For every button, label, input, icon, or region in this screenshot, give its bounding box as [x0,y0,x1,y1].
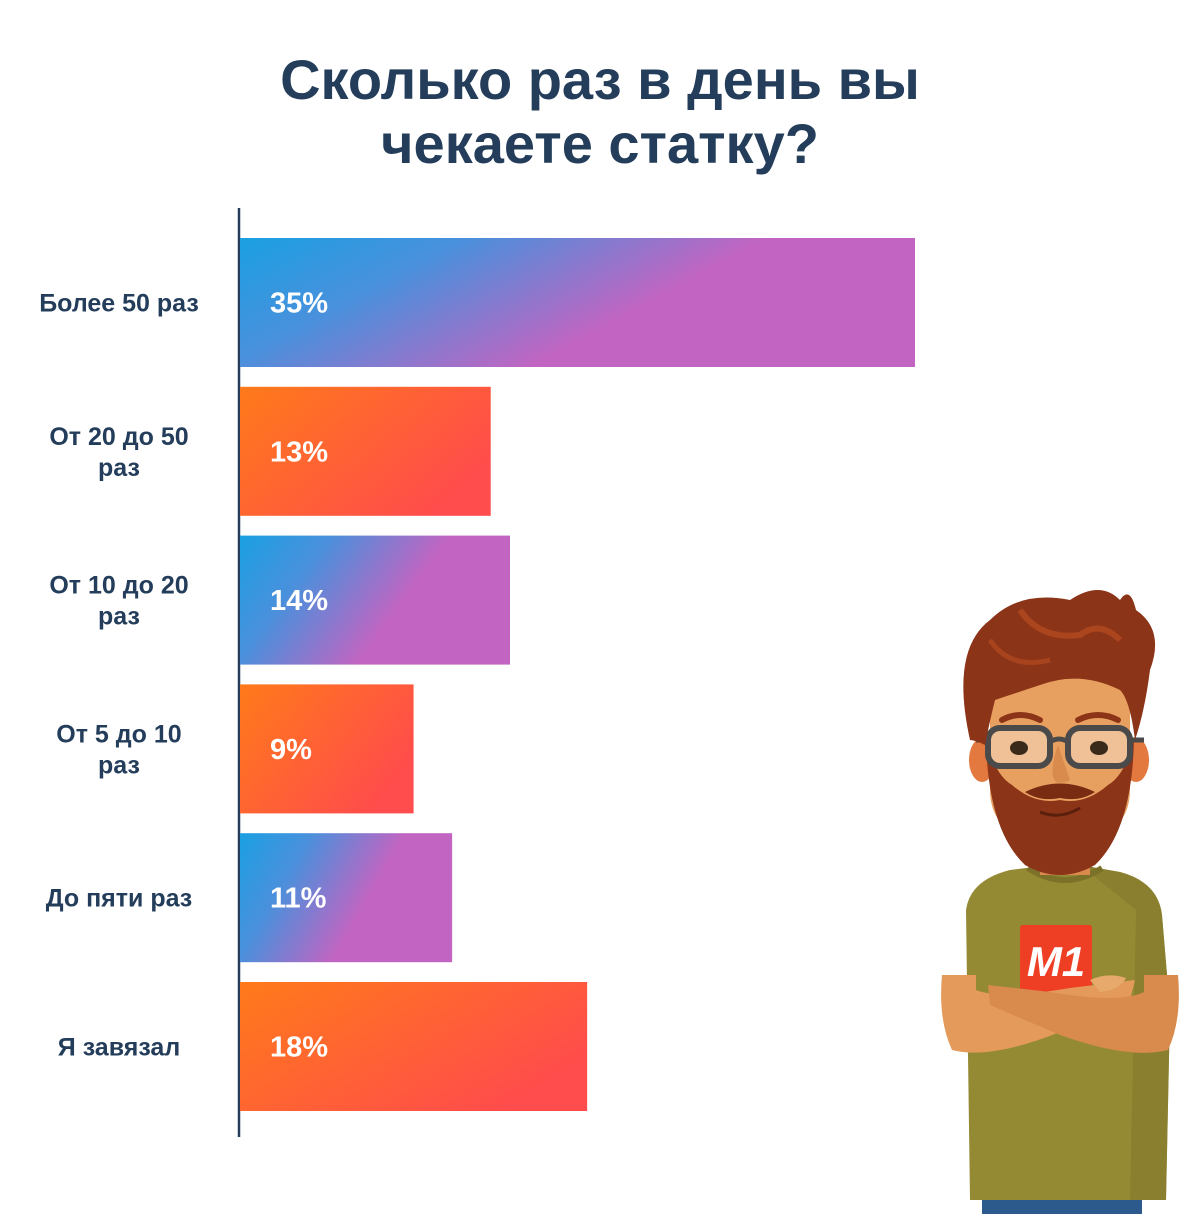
value-label-5: 11% [270,883,327,915]
chart-title-line-2: чекаете статку? [381,112,819,175]
value-label-2: 13% [270,436,328,468]
category-labels: Более 50 раз От 20 до 50 раз От 10 до 20 раз… [39,290,199,1062]
category-label-5-line-1: До пяти раз [46,885,192,913]
category-label-3-line-1: От 10 до 20 [49,572,188,600]
bar-3 [240,535,510,665]
category-label-1-line-1: Более 50 раз [39,290,199,318]
bar-4 [240,684,414,814]
value-label-3: 14% [270,585,328,617]
category-label-4-line-2: раз [98,751,140,779]
category-label-6-line-1: Я завязал [58,1034,180,1062]
chart-title: Сколько раз в день вы чекаете статку? [0,48,1200,176]
chart-title-line-1: Сколько раз в день вы [280,48,920,111]
value-label-1: 35% [270,288,328,320]
m1-logo: M1 [1020,925,1092,993]
value-label-4: 9% [270,734,312,766]
right-arm [988,975,1179,1053]
category-label-2-line-2: раз [98,454,140,482]
bar-6 [240,982,588,1111]
m1-logo-text: M1 [1027,938,1085,985]
beard [986,740,1134,875]
category-label-2-line-1: От 20 до 50 [49,423,188,451]
bar-2 [240,386,491,516]
bars: 35% 13% 14% 9% 11% 18% [240,238,915,1111]
category-label-4-line-1: От 5 до 10 [56,720,181,748]
bearded-man-illustration: M1 [941,590,1179,1214]
category-label-3-line-2: раз [98,603,140,631]
bar-chart: 35% 13% 14% 9% 11% 18% Более 50 раз От 20 до 5… [39,208,915,1137]
value-label-6: 18% [270,1032,328,1064]
bar-5 [240,833,453,963]
bar-1 [240,238,915,367]
